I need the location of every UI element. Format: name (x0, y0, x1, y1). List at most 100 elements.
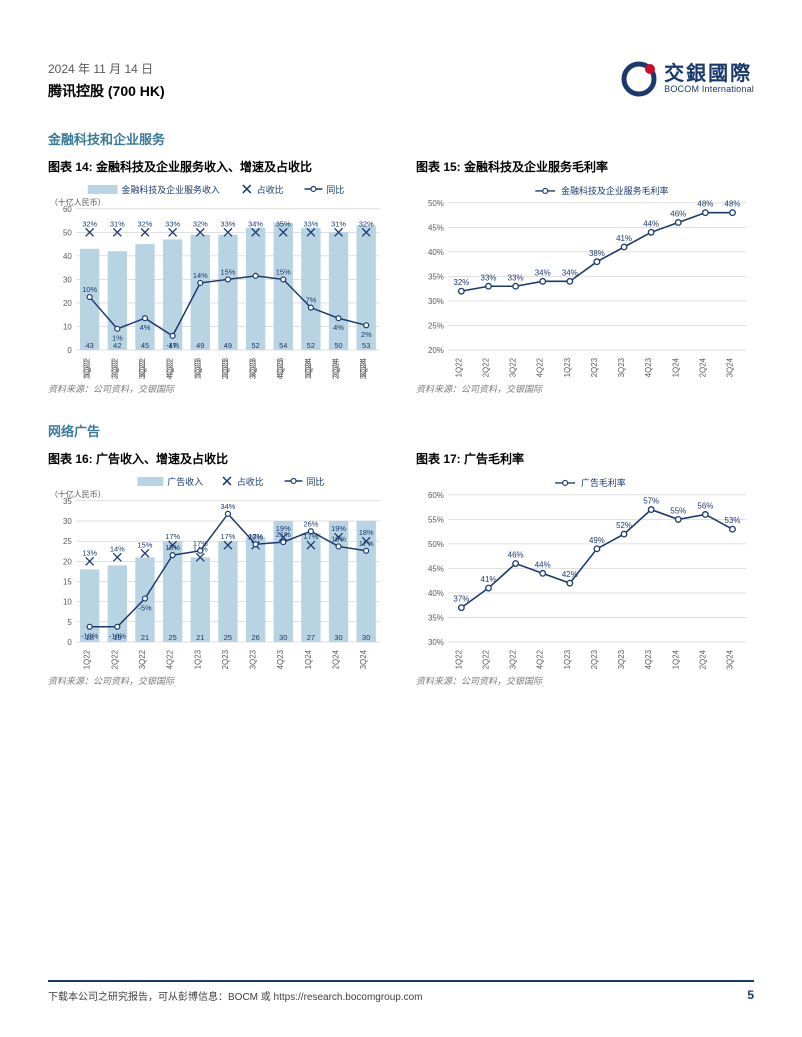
logo-cn: 交銀國際 (664, 63, 754, 85)
svg-text:4Q23: 4Q23 (276, 649, 285, 669)
svg-text:20%: 20% (248, 532, 263, 541)
svg-text:1Q24: 1Q24 (304, 357, 313, 377)
svg-text:45%: 45% (428, 564, 444, 573)
svg-text:1Q24: 1Q24 (671, 649, 680, 669)
svg-text:30: 30 (279, 633, 287, 642)
svg-text:4Q22: 4Q22 (166, 649, 175, 669)
svg-text:3Q22: 3Q22 (138, 649, 147, 669)
svg-text:15: 15 (63, 577, 72, 586)
svg-text:33%: 33% (481, 273, 497, 282)
svg-text:4Q23: 4Q23 (644, 649, 653, 669)
svg-text:34%: 34% (562, 268, 578, 277)
svg-text:33%: 33% (508, 273, 524, 282)
chart-15-source: 资料来源：公司资料，交银国际 (416, 382, 754, 395)
svg-text:-18%: -18% (109, 632, 127, 641)
svg-text:15%: 15% (276, 267, 291, 276)
svg-text:3Q23: 3Q23 (617, 357, 626, 377)
header-left: 2024 年 11 月 14 日 腾讯控股 (700 HK) (48, 60, 165, 101)
svg-text:3Q22: 3Q22 (509, 649, 518, 669)
svg-text:33%: 33% (165, 219, 180, 228)
page-number: 5 (747, 988, 754, 1003)
svg-text:14%: 14% (193, 271, 208, 280)
svg-text:2Q24: 2Q24 (698, 649, 707, 669)
svg-text:4Q22: 4Q22 (166, 357, 175, 377)
chart-14-title: 图表 14: 金融科技及企业服务收入、增速及占收比 (48, 158, 386, 175)
footer-text: 下载本公司之研究报告，可从彭博信息：BOCM 或 https://researc… (48, 988, 423, 1003)
svg-text:25: 25 (224, 633, 232, 642)
svg-text:19%: 19% (331, 524, 346, 533)
chart-16: 图表 16: 广告收入、增速及占收比 （十亿人民币）广告收入占收比同比05101… (48, 450, 386, 705)
report-date: 2024 年 11 月 14 日 (48, 60, 165, 77)
svg-text:30: 30 (334, 633, 342, 642)
svg-text:46%: 46% (508, 550, 524, 559)
svg-text:1Q23: 1Q23 (563, 649, 572, 669)
svg-text:25: 25 (168, 633, 176, 642)
chart-14-source: 资料来源：公司资料，交银国际 (48, 382, 386, 395)
svg-text:45%: 45% (428, 223, 444, 232)
svg-text:20%: 20% (428, 346, 444, 355)
svg-text:1Q23: 1Q23 (193, 649, 202, 669)
svg-text:46%: 46% (670, 210, 686, 219)
svg-text:21: 21 (141, 633, 149, 642)
svg-text:同比: 同比 (326, 184, 344, 195)
svg-text:广告毛利率: 广告毛利率 (581, 477, 626, 488)
svg-text:1Q22: 1Q22 (83, 357, 92, 377)
charts-row-2: 图表 16: 广告收入、增速及占收比 （十亿人民币）广告收入占收比同比05101… (48, 450, 754, 705)
company-name: 腾讯控股 (700 HK) (48, 81, 165, 101)
svg-text:52: 52 (251, 341, 259, 350)
svg-text:占收比: 占收比 (237, 476, 264, 487)
svg-text:3Q22: 3Q22 (138, 357, 147, 377)
svg-text:30: 30 (362, 633, 370, 642)
svg-text:26%: 26% (303, 519, 318, 528)
svg-text:44%: 44% (643, 219, 659, 228)
svg-text:0: 0 (67, 638, 72, 647)
svg-text:1Q24: 1Q24 (671, 357, 680, 377)
svg-text:30%: 30% (428, 297, 444, 306)
svg-text:30: 30 (63, 517, 72, 526)
svg-text:金融科技及企业服务收入: 金融科技及企业服务收入 (122, 184, 220, 195)
svg-text:44%: 44% (535, 560, 551, 569)
svg-text:2Q22: 2Q22 (481, 357, 490, 377)
page-footer: 下载本公司之研究报告，可从彭博信息：BOCM 或 https://researc… (48, 980, 754, 1003)
svg-text:广告收入: 广告收入 (167, 476, 203, 487)
svg-text:4Q22: 4Q22 (536, 649, 545, 669)
svg-text:1%: 1% (112, 334, 123, 343)
svg-text:25%: 25% (428, 321, 444, 330)
svg-text:32%: 32% (138, 219, 153, 228)
svg-text:2Q23: 2Q23 (221, 357, 230, 377)
svg-text:41%: 41% (616, 234, 632, 243)
svg-text:50%: 50% (428, 540, 444, 549)
svg-text:4Q22: 4Q22 (536, 357, 545, 377)
svg-text:（十亿人民币）: （十亿人民币） (50, 197, 106, 207)
svg-text:40%: 40% (428, 589, 444, 598)
svg-text:43: 43 (86, 341, 94, 350)
svg-text:26: 26 (251, 633, 259, 642)
svg-text:-5%: -5% (138, 603, 152, 612)
svg-text:52%: 52% (616, 521, 632, 530)
svg-text:35%: 35% (276, 219, 291, 228)
svg-text:50: 50 (334, 341, 342, 350)
chart-15-svg: 金融科技及企业服务毛利率20%25%30%35%40%45%50%32%33%3… (416, 181, 754, 380)
svg-text:34%: 34% (248, 219, 263, 228)
svg-text:57%: 57% (643, 496, 659, 505)
chart-17-svg: 广告毛利率30%35%40%45%50%55%60%37%41%46%44%42… (416, 473, 754, 672)
svg-text:20: 20 (63, 557, 72, 566)
svg-text:3Q24: 3Q24 (725, 357, 734, 377)
svg-text:2%: 2% (361, 330, 372, 339)
svg-text:40%: 40% (428, 248, 444, 257)
svg-text:49: 49 (196, 341, 204, 350)
svg-text:4%: 4% (140, 323, 151, 332)
svg-text:55%: 55% (428, 515, 444, 524)
chart-17-title: 图表 17: 广告毛利率 (416, 450, 754, 467)
svg-text:32%: 32% (453, 278, 469, 287)
svg-text:27: 27 (307, 633, 315, 642)
svg-text:0: 0 (67, 346, 72, 355)
chart-14-svg: 金融科技及企业服务收入占收比同比（十亿人民币）01020304050604342… (48, 181, 386, 380)
svg-text:32%: 32% (82, 219, 97, 228)
svg-text:5: 5 (67, 618, 72, 627)
svg-text:4Q23: 4Q23 (276, 357, 285, 377)
svg-text:56%: 56% (697, 501, 713, 510)
svg-text:占收比: 占收比 (257, 184, 284, 195)
chart-15-title: 图表 15: 金融科技及企业服务毛利率 (416, 158, 754, 175)
svg-text:31%: 31% (110, 219, 125, 228)
